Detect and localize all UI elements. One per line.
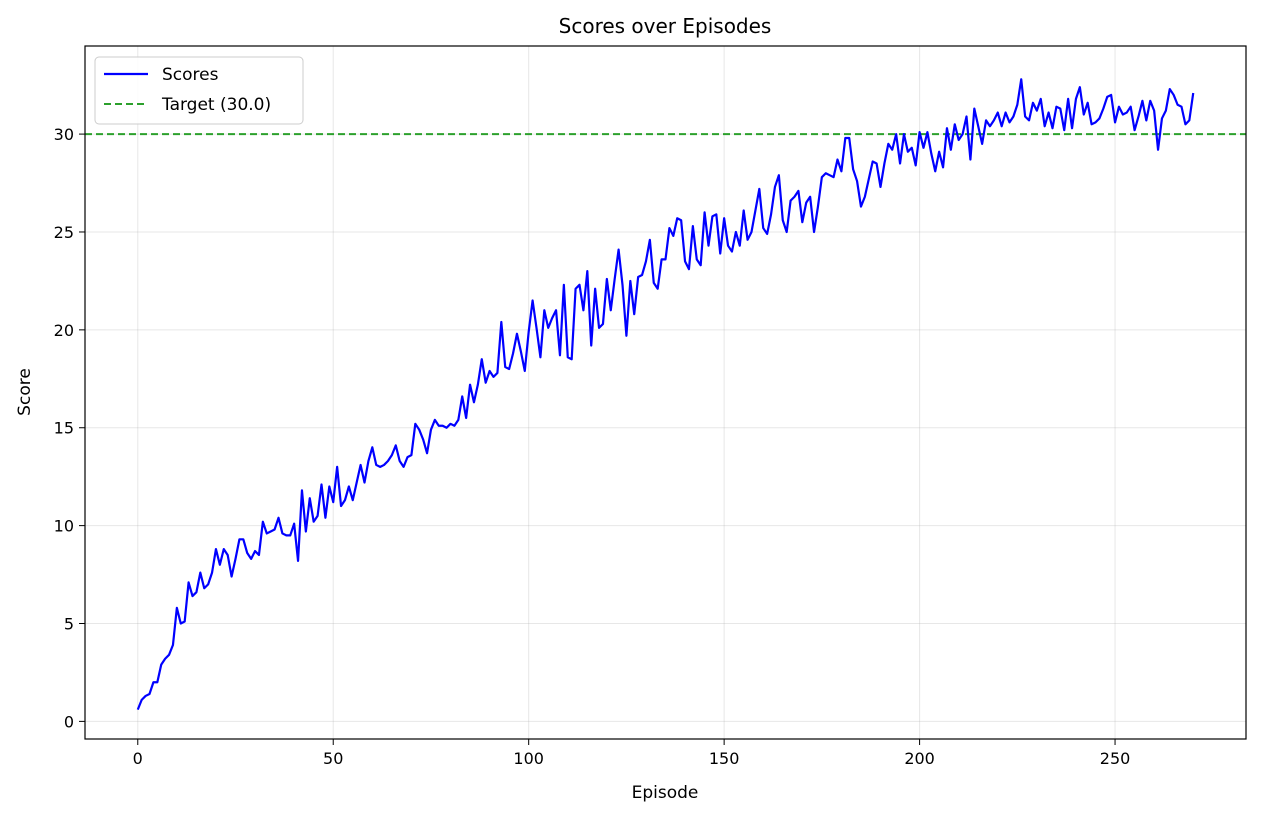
x-tick-label: 0 xyxy=(133,749,143,768)
chart-title: Scores over Episodes xyxy=(559,14,772,38)
x-tick-label: 250 xyxy=(1100,749,1131,768)
legend: Scores Target (30.0) xyxy=(94,56,304,125)
x-tick-label: 100 xyxy=(513,749,544,768)
x-axis-ticks: 0 50 100 150 200 250 xyxy=(133,739,1131,768)
y-tick-label: 5 xyxy=(64,615,74,634)
x-tick-label: 50 xyxy=(323,749,343,768)
y-tick-label: 20 xyxy=(54,321,74,340)
legend-scores-label: Scores xyxy=(162,65,219,85)
y-tick-label: 30 xyxy=(54,125,74,144)
y-tick-label: 0 xyxy=(64,712,74,731)
x-axis-label: Episode xyxy=(632,783,699,803)
y-axis-ticks: 0 5 10 15 20 25 30 xyxy=(54,125,85,731)
y-tick-label: 25 xyxy=(54,223,74,242)
grid xyxy=(85,46,1246,739)
axes-frame xyxy=(84,45,1247,740)
x-tick-label: 150 xyxy=(709,749,740,768)
legend-target-label: Target (30.0) xyxy=(161,95,271,115)
plot-area xyxy=(85,78,1246,711)
y-axis-label: Score xyxy=(15,368,35,416)
x-tick-label: 200 xyxy=(904,749,935,768)
y-tick-label: 15 xyxy=(54,419,74,438)
scores-line xyxy=(136,78,1195,711)
y-tick-label: 10 xyxy=(54,517,74,536)
